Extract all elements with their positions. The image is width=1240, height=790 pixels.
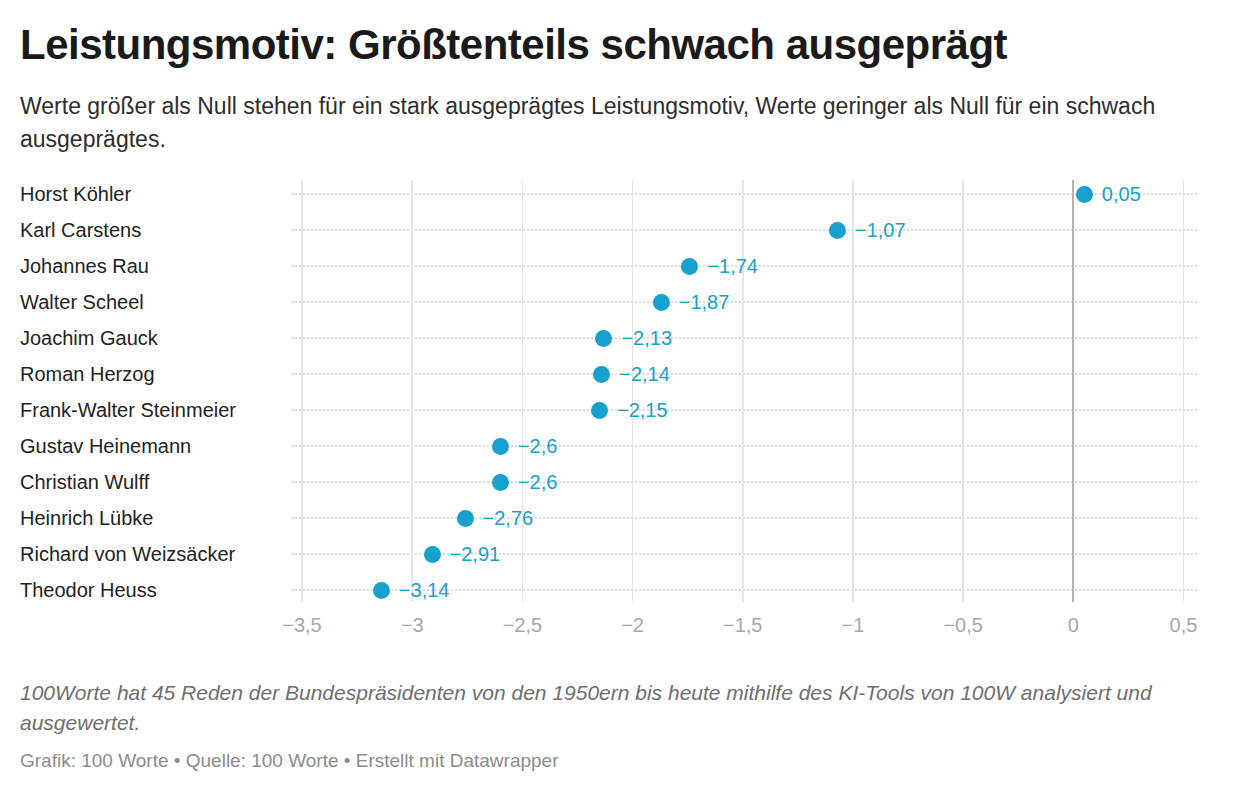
data-point-value-label: −2,15	[617, 397, 668, 423]
category-label: Karl Carstens	[20, 212, 141, 248]
category-label: Walter Scheel	[20, 284, 144, 320]
gridline	[742, 180, 744, 602]
data-point-dot	[593, 366, 610, 383]
chart-description: Werte größer als Null stehen für ein sta…	[20, 90, 1220, 156]
data-point-dot	[492, 438, 509, 455]
data-point-dot	[492, 474, 509, 491]
data-point-value-label: −3,14	[399, 577, 450, 603]
x-axis-tick-label: 0	[1068, 614, 1079, 637]
gridline	[301, 180, 303, 602]
data-point-dot	[457, 510, 474, 527]
row-leader-line	[292, 481, 1197, 483]
data-point-value-label: −2,6	[518, 469, 557, 495]
category-label: Theodor Heuss	[20, 572, 157, 608]
data-point-dot	[595, 330, 612, 347]
data-point-dot	[653, 294, 670, 311]
category-label: Joachim Gauck	[20, 320, 158, 356]
data-point-value-label: 0,05	[1102, 181, 1141, 207]
gridline	[632, 180, 634, 602]
data-point-value-label: −2,13	[621, 325, 672, 351]
zero-baseline-gridline	[1072, 180, 1074, 602]
category-label: Johannes Rau	[20, 248, 149, 284]
row-leader-line	[292, 373, 1197, 375]
data-point-value-label: −1,74	[707, 253, 758, 279]
category-label: Frank-Walter Steinmeier	[20, 392, 236, 428]
x-axis-tick-label: 0,5	[1170, 614, 1198, 637]
data-point-value-label: −2,76	[483, 505, 534, 531]
row-leader-line	[292, 445, 1197, 447]
data-point-dot	[591, 402, 608, 419]
gridline	[852, 180, 854, 602]
row-leader-line	[292, 229, 1197, 231]
data-point-dot	[1076, 186, 1093, 203]
data-point-dot	[373, 582, 390, 599]
category-label: Richard von Weizsäcker	[20, 536, 235, 572]
x-axis-tick-label: −1	[842, 614, 865, 637]
category-label: Roman Herzog	[20, 356, 155, 392]
dot-plot-chart: −3,5−3−2,5−2−1,5−1−0,500,5Horst Köhler0,…	[20, 180, 1220, 640]
x-axis-tick-label: −3,5	[282, 614, 321, 637]
chart-credit-line: Grafik: 100 Worte • Quelle: 100 Worte • …	[20, 750, 1220, 772]
x-axis-tick-label: −0,5	[943, 614, 982, 637]
data-point-value-label: −2,6	[518, 433, 557, 459]
row-leader-line	[292, 517, 1197, 519]
data-point-dot	[424, 546, 441, 563]
gridline	[522, 180, 524, 602]
category-label: Heinrich Lübke	[20, 500, 153, 536]
data-point-value-label: −2,14	[619, 361, 670, 387]
datawrapper-chart-page: Leistungsmotiv: Größtenteils schwach aus…	[0, 0, 1240, 772]
x-axis-tick-label: −3	[401, 614, 424, 637]
chart-title: Leistungsmotiv: Größtenteils schwach aus…	[20, 22, 1220, 68]
chart-notes: 100Worte hat 45 Reden der Bundespräsiden…	[20, 678, 1220, 738]
x-axis-tick-label: −2,5	[503, 614, 542, 637]
category-label: Christian Wulff	[20, 464, 149, 500]
category-label: Gustav Heinemann	[20, 428, 191, 464]
data-point-dot	[681, 258, 698, 275]
row-leader-line	[292, 301, 1197, 303]
x-axis-tick-label: −1,5	[723, 614, 762, 637]
gridline	[411, 180, 413, 602]
row-leader-line	[292, 409, 1197, 411]
row-leader-line	[292, 337, 1197, 339]
gridline	[962, 180, 964, 602]
category-label: Horst Köhler	[20, 176, 131, 212]
row-leader-line	[292, 193, 1197, 195]
x-axis-tick-label: −2	[621, 614, 644, 637]
data-point-value-label: −2,91	[450, 541, 501, 567]
gridline	[1183, 180, 1185, 602]
data-point-value-label: −1,87	[679, 289, 730, 315]
data-point-value-label: −1,07	[855, 217, 906, 243]
data-point-dot	[829, 222, 846, 239]
